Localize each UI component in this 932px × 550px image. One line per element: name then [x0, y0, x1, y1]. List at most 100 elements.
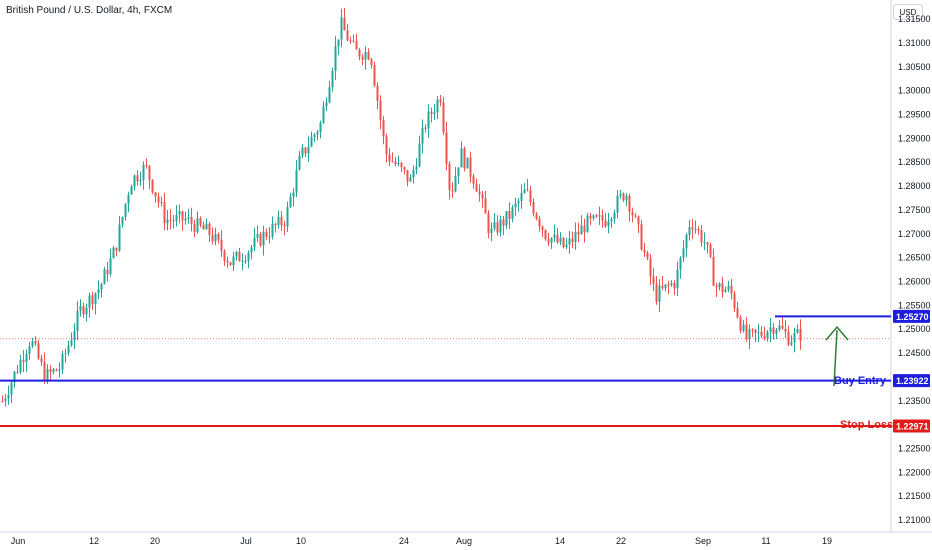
candle-body: [511, 207, 514, 219]
price-tick-label: 1.30500: [898, 62, 931, 72]
time-tick-label: 22: [616, 536, 626, 546]
candle-body: [610, 219, 613, 222]
candle-body: [238, 251, 241, 262]
candle-body: [646, 252, 649, 259]
candle-body: [553, 234, 556, 238]
candle-body: [676, 269, 679, 289]
price-levels[interactable]: 1.25270 1.23922 1.22971: [0, 309, 930, 433]
price-tick-label: 1.28000: [898, 181, 931, 191]
price-tick-label: 1.25500: [898, 300, 931, 310]
time-tick-label: 20: [150, 536, 160, 546]
candle-body: [583, 225, 586, 233]
candle-body: [667, 284, 670, 286]
candle-body: [10, 382, 13, 395]
candle-body: [187, 217, 190, 219]
buy-entry-label: Buy Entry: [834, 375, 887, 387]
candle-body: [649, 258, 652, 277]
candle-body: [301, 147, 304, 156]
candle-body: [421, 127, 424, 144]
candle-body: [508, 211, 511, 219]
candle-body: [538, 218, 541, 227]
candle-body: [346, 30, 349, 41]
candle-body: [253, 237, 256, 248]
time-tick-label: Jul: [240, 536, 252, 546]
candle-body: [175, 214, 178, 221]
candle-body: [436, 99, 439, 113]
candle-body: [172, 220, 175, 222]
candle-body: [1, 401, 4, 403]
candle-body: [463, 148, 466, 169]
candle-body: [448, 163, 451, 190]
candle-body: [124, 203, 127, 218]
candle-body: [484, 198, 487, 214]
candle-body: [658, 285, 661, 302]
candle-body: [799, 329, 802, 341]
candle-body: [79, 306, 82, 311]
candle-body: [418, 143, 421, 167]
candle-body: [364, 51, 367, 60]
candle-body: [682, 248, 685, 258]
price-tick-label: 1.22000: [898, 467, 931, 477]
candle-body: [235, 251, 238, 257]
candle-body: [631, 211, 634, 216]
price-tick-label: 1.27500: [898, 205, 931, 215]
candle-body: [427, 111, 430, 129]
candle-body: [340, 17, 343, 40]
candle-body: [250, 247, 253, 253]
candle-body: [601, 215, 604, 221]
candle-body: [349, 40, 352, 42]
candle-body: [43, 362, 46, 382]
candle-body: [598, 215, 601, 217]
axes: [0, 0, 932, 533]
candle-body: [712, 256, 715, 286]
candle-body: [490, 228, 493, 233]
candle-body: [670, 283, 673, 286]
candle-body: [280, 216, 283, 226]
candle-body: [352, 40, 355, 42]
currency-button[interactable]: USD: [893, 4, 923, 20]
candle-body: [664, 284, 667, 288]
candle-body: [196, 218, 199, 233]
candle-body: [595, 215, 598, 217]
candle-body: [541, 226, 544, 231]
candle-body: [148, 165, 151, 180]
candle-body: [520, 193, 523, 201]
candle-body: [118, 224, 121, 251]
candle-body: [46, 369, 49, 382]
candle-body: [496, 222, 499, 233]
candles: [1, 7, 802, 407]
candle-body: [163, 202, 166, 224]
candle-body: [703, 242, 706, 244]
candle-body: [499, 219, 502, 233]
candle-body: [160, 202, 163, 204]
candle-body: [460, 148, 463, 168]
price-tick-label: 1.26000: [898, 277, 931, 287]
candle-body: [25, 354, 28, 362]
price-tick-label: 1.24500: [898, 348, 931, 358]
candle-body: [523, 189, 526, 194]
candle-body: [88, 295, 91, 308]
price-level-tag-label: 1.23922: [896, 376, 929, 386]
candle-body: [304, 147, 307, 154]
candle-body: [388, 154, 391, 162]
candle-body: [787, 331, 790, 345]
candle-body: [694, 229, 697, 231]
candle-body: [622, 193, 625, 200]
candle-body: [382, 119, 385, 137]
candle-body: [439, 99, 442, 103]
price-level-tag: [893, 419, 930, 433]
candle-body: [139, 179, 142, 182]
candle-body: [4, 398, 7, 402]
candle-body: [76, 310, 79, 332]
candle-body: [493, 222, 496, 229]
candle-body: [697, 229, 700, 231]
candle-body: [412, 169, 415, 178]
candle-body: [202, 225, 205, 230]
candle-body: [730, 285, 733, 294]
price-level-tag-label: 1.25270: [896, 312, 929, 322]
candle-body: [28, 346, 31, 355]
candle-body: [199, 218, 202, 226]
candle-body: [547, 239, 550, 243]
candle-body: [73, 331, 76, 341]
